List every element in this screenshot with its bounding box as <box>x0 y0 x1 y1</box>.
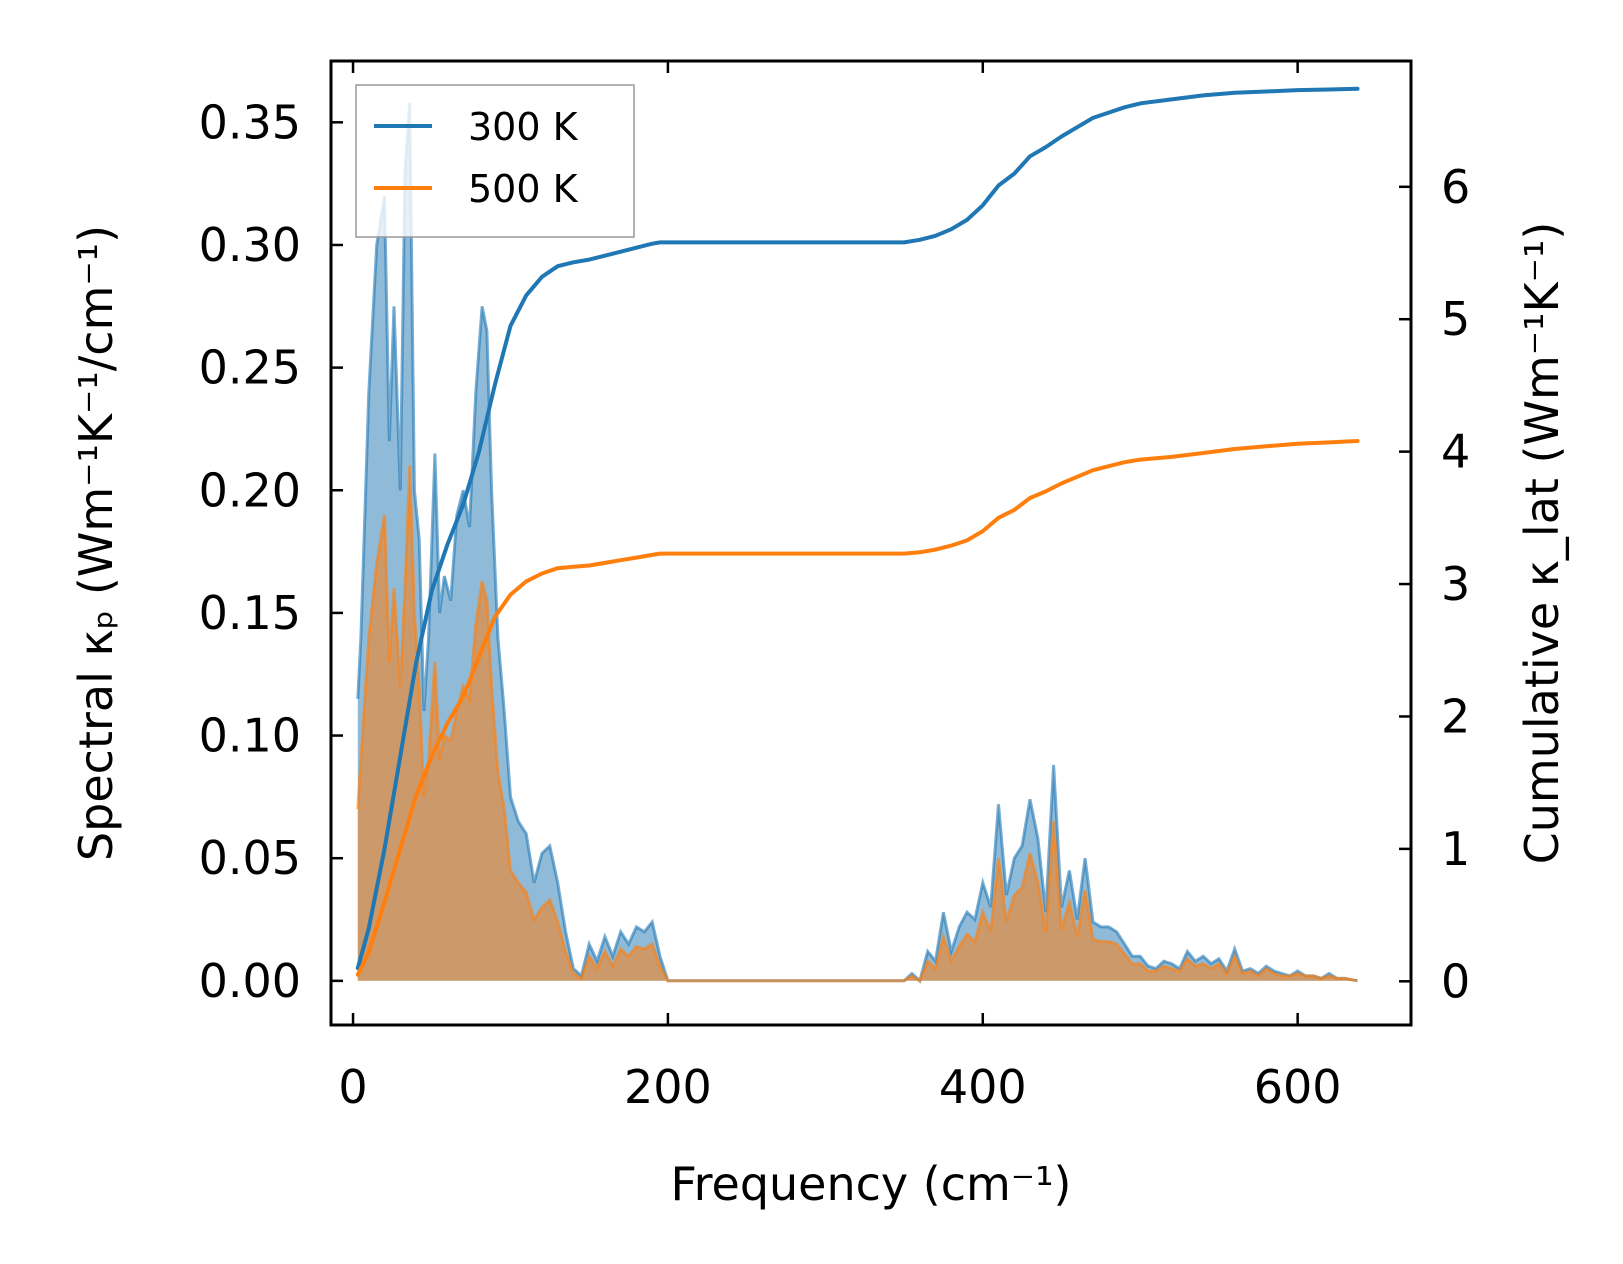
y-tick-label-left: 0.20 <box>199 463 301 517</box>
cumulative-line-300k <box>355 86 1360 971</box>
y-tick-label-left: 0.15 <box>199 586 301 640</box>
y-tick-label-right: 2 <box>1441 689 1470 743</box>
x-tick-label: 400 <box>939 1060 1027 1114</box>
y-axis-title-right: Cumulative κ_lat (Wm⁻¹K⁻¹) <box>1515 222 1569 865</box>
y-tick-label-right: 6 <box>1441 160 1470 214</box>
y-tick-label-right: 1 <box>1441 822 1470 876</box>
y-tick-label-left: 0.30 <box>199 218 301 272</box>
y-tick-label-left: 0.35 <box>199 95 301 149</box>
spectral-line-300k <box>356 102 1358 984</box>
series-layer <box>355 86 1360 984</box>
spectral-line-500k <box>356 465 1358 984</box>
y-tick-label-right: 5 <box>1441 292 1470 346</box>
x-tick-label: 0 <box>338 1060 367 1114</box>
plot-frame <box>329 59 1413 1027</box>
x-axis-title: Frequency (cm⁻¹) <box>671 1157 1072 1211</box>
y-tick-label-left: 0.25 <box>199 341 301 395</box>
legend-label-300k: 300 K <box>468 105 579 149</box>
y-tick-label-left: 0.10 <box>199 709 301 763</box>
legend: 300 K 500 K <box>355 84 635 238</box>
y-tick-label-left: 0.00 <box>199 954 301 1008</box>
y-tick-label-right: 3 <box>1441 557 1470 611</box>
x-tick-label: 600 <box>1254 1060 1342 1114</box>
legend-label-500k: 500 K <box>468 167 579 211</box>
legend-box <box>355 84 635 238</box>
x-tick-label: 200 <box>624 1060 712 1114</box>
cumulative-line-500k <box>355 439 1360 977</box>
y-tick-label-right: 0 <box>1441 954 1470 1008</box>
ticks-layer: 0 200 400 600 0.00 0.05 0.10 0.15 0.20 0.25 0.30 0.… <box>199 61 1470 1114</box>
y-axis-title-left: Spectral κₚ (Wm⁻¹K⁻¹/cm⁻¹) <box>69 225 123 861</box>
y-tick-label-right: 4 <box>1441 425 1470 479</box>
y-tick-label-left: 0.05 <box>199 831 301 885</box>
spectral-area-500k <box>357 465 1358 981</box>
